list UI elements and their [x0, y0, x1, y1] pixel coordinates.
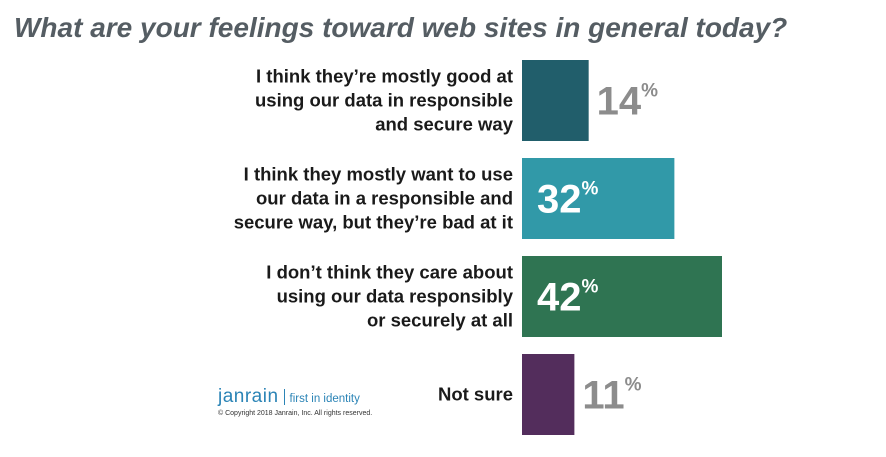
value-label: 11%	[582, 374, 641, 418]
bar-group: Not sure 11%	[438, 354, 642, 435]
bar	[522, 60, 589, 141]
janrain-logo: janrain first in identity © Copyright 20…	[218, 386, 408, 417]
bar	[522, 158, 675, 239]
category-label: I think they mostly want to use our data …	[234, 164, 513, 233]
logo-divider	[283, 389, 285, 405]
category-label: I don’t think they care about using our d…	[266, 262, 513, 331]
category-label: Not sure	[438, 384, 513, 405]
bar	[522, 354, 575, 435]
value-label: 32%	[537, 178, 599, 222]
value-label: 14%	[597, 80, 659, 124]
bar	[522, 256, 722, 337]
logo-tagline: first in identity	[289, 393, 360, 405]
chart-title: What are your feelings toward web sites …	[14, 12, 788, 43]
copyright-text: © Copyright 2018 Janrain, Inc. All right…	[218, 410, 373, 417]
value-label: 42%	[537, 276, 599, 320]
logo-brand-text: janrain	[218, 386, 279, 407]
bar-group: I think they’re mostly good at using our …	[255, 60, 658, 141]
bar-group: I don’t think they care about using our d…	[266, 256, 722, 337]
bar-group: I think they mostly want to use our data …	[234, 158, 675, 239]
category-label: I think they’re mostly good at using our …	[255, 66, 514, 135]
